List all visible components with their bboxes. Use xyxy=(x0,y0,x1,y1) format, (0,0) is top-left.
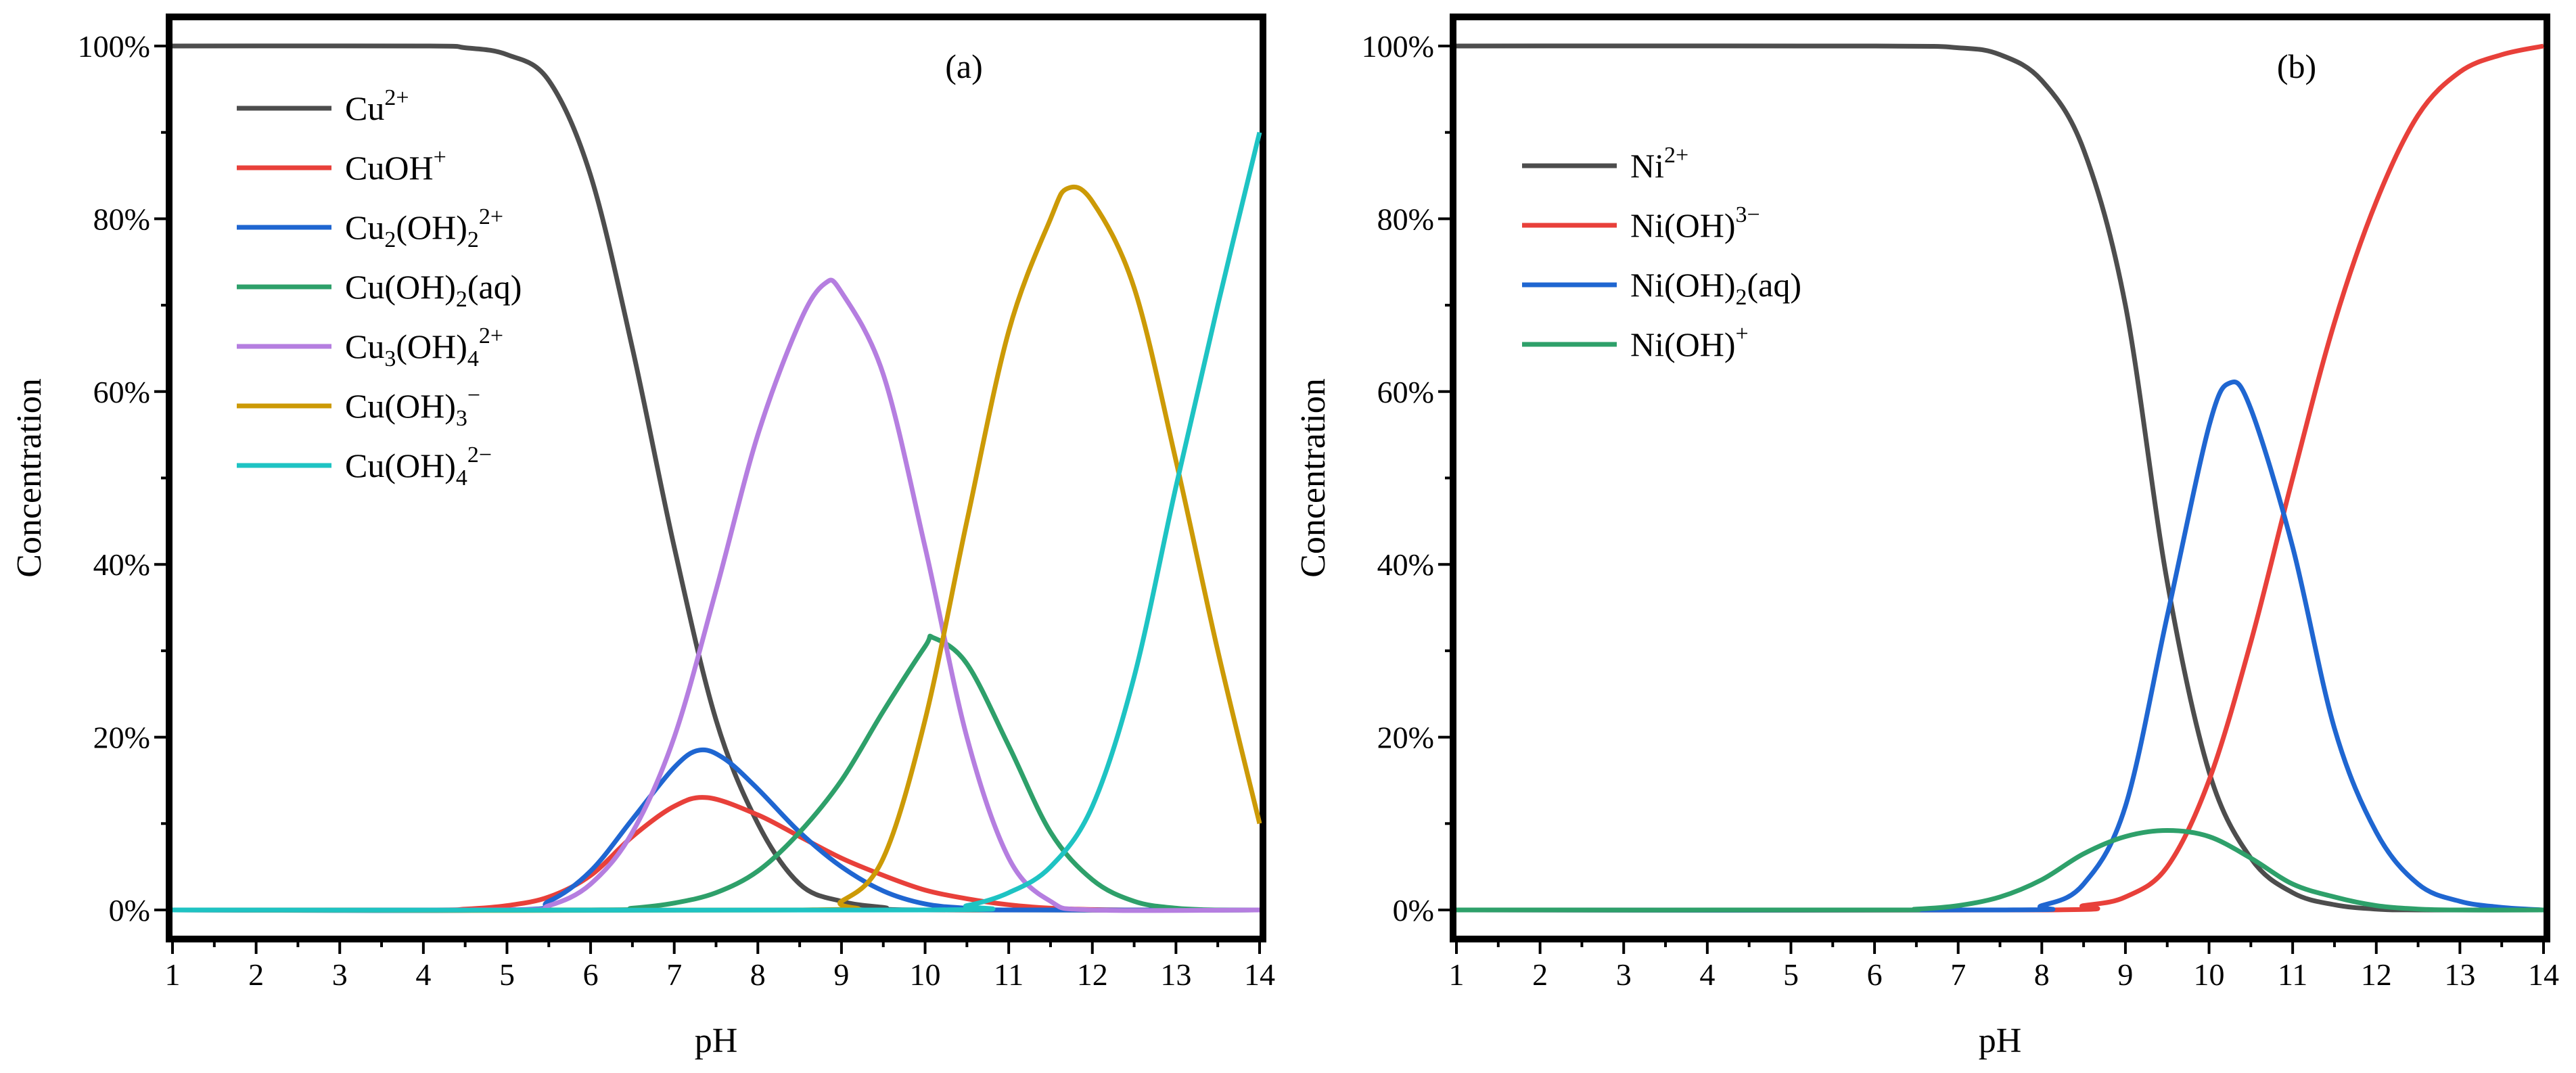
legend-entry: CuOH+​ xyxy=(345,145,446,187)
series-line xyxy=(172,277,1260,913)
legend-entry: Ni(OH)3−​ xyxy=(1630,202,1760,244)
y-tick-label: 80% xyxy=(1377,202,1434,236)
x-tick-label: 2 xyxy=(248,957,264,992)
x-tick-label: 10 xyxy=(910,957,941,992)
series-line xyxy=(1456,43,2544,913)
y-tick-label: 60% xyxy=(1377,375,1434,409)
chart-panel-b: 1 2 3 4 5 6 7 8 9 10 11 12 13 140%20%40%60%80%100%pHC… xyxy=(1294,14,2559,1060)
legend-entry: Cu(OH)3​−​ xyxy=(345,383,480,431)
plot-frame xyxy=(1450,14,2550,942)
x-tick-label: 5 xyxy=(499,957,515,992)
x-tick-label: 1 xyxy=(1449,957,1465,992)
y-tick-label: 40% xyxy=(93,547,150,582)
x-tick-label: 2 xyxy=(1532,957,1548,992)
legend-entry: Cu(OH)4​2−​ xyxy=(345,442,492,490)
x-tick-label: 8 xyxy=(750,957,766,992)
x-tick-label: 12 xyxy=(1077,957,1108,992)
x-tick-label: 8 xyxy=(2034,957,2050,992)
y-tick-label: 20% xyxy=(93,721,150,755)
x-tick-label: 9 xyxy=(2117,957,2133,992)
series-line xyxy=(1456,828,2544,913)
panel-label: (b) xyxy=(2277,47,2316,85)
series-line xyxy=(172,43,1260,913)
legend-entry: Ni2+​ xyxy=(1630,143,1688,185)
x-tick-label: 11 xyxy=(994,957,1024,992)
x-tick-label: 6 xyxy=(583,957,599,992)
x-tick-label: 14 xyxy=(1244,957,1275,992)
x-tick-label: 11 xyxy=(2278,957,2307,992)
y-tick-label: 0% xyxy=(109,893,150,928)
legend-entry: Cu2​(OH)2​2+​ xyxy=(345,204,503,252)
x-axis-title: pH xyxy=(1979,1022,2022,1060)
series-line xyxy=(172,747,1260,913)
x-tick-label: 4 xyxy=(1699,957,1715,992)
legend-entry: Cu3​(OH)4​2+​ xyxy=(345,323,503,371)
y-tick-label: 80% xyxy=(93,202,150,236)
x-tick-label: 9 xyxy=(833,957,849,992)
y-tick-label: 100% xyxy=(1362,29,1434,64)
series-line xyxy=(1456,380,2544,913)
y-axis-title: Concentration xyxy=(1294,378,1333,578)
legend-entry: Cu2+​ xyxy=(345,85,409,127)
y-tick-label: 100% xyxy=(78,29,150,64)
x-axis-title: pH xyxy=(695,1022,738,1060)
x-tick-label: 12 xyxy=(2361,957,2392,992)
legend-entry: Ni(OH)+​ xyxy=(1630,321,1749,363)
x-tick-label: 3 xyxy=(1616,957,1632,992)
x-tick-label: 4 xyxy=(415,957,431,992)
x-tick-label: 13 xyxy=(1160,957,1191,992)
x-tick-label: 6 xyxy=(1867,957,1883,992)
y-tick-label: 60% xyxy=(93,375,150,409)
series-line xyxy=(1456,43,2544,913)
x-tick-label: 10 xyxy=(2194,957,2225,992)
x-tick-label: 13 xyxy=(2444,957,2475,992)
panel-label: (a) xyxy=(945,47,983,85)
x-tick-label: 14 xyxy=(2528,957,2559,992)
x-tick-label: 5 xyxy=(1783,957,1799,992)
y-tick-label: 40% xyxy=(1377,547,1434,582)
x-tick-label: 1 xyxy=(165,957,181,992)
series-line xyxy=(172,633,1260,913)
x-tick-label: 7 xyxy=(1950,957,1966,992)
y-tick-label: 20% xyxy=(1377,721,1434,755)
y-tick-label: 0% xyxy=(1393,893,1434,928)
series-line xyxy=(172,131,1262,913)
x-tick-label: 3 xyxy=(332,957,348,992)
legend-entry: Cu(OH)2​(aq) xyxy=(345,268,522,312)
legend-entry: Ni(OH)2​(aq) xyxy=(1630,266,1801,310)
x-tick-label: 7 xyxy=(666,957,682,992)
y-axis-title: Concentration xyxy=(10,378,49,578)
chart-panel-a: 1 2 3 4 5 6 7 8 9 10 11 12 13 140%20%40%60%80%100%pHC… xyxy=(10,14,1275,1060)
